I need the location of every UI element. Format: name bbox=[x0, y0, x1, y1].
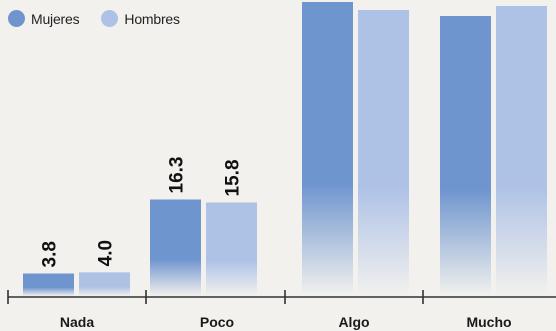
legend-label-mujeres: Mujeres bbox=[31, 10, 80, 27]
bar-mujeres-mucho bbox=[440, 16, 491, 296]
value-label-hombres-nada: 4.0 bbox=[96, 240, 117, 266]
bar-mujeres-poco bbox=[150, 199, 201, 296]
value-label-hombres-poco: 15.8 bbox=[223, 159, 244, 196]
category-label-algo: Algo bbox=[338, 314, 369, 330]
legend-item-hombres: Hombres bbox=[101, 10, 180, 27]
bar-hombres-nada bbox=[79, 272, 130, 296]
bar-mujeres-nada bbox=[23, 273, 74, 296]
legend-swatch-mujeres bbox=[8, 10, 25, 27]
bar-hombres-algo bbox=[358, 10, 409, 296]
x-axis: Nada Poco Algo Mucho bbox=[7, 290, 556, 330]
legend-swatch-hombres bbox=[101, 10, 119, 27]
bar-hombres-mucho bbox=[496, 6, 547, 296]
bar-mujeres-algo bbox=[302, 2, 353, 296]
category-label-nada: Nada bbox=[60, 314, 94, 330]
bar-hombres-poco bbox=[206, 202, 257, 296]
value-label-mujeres-poco: 16.3 bbox=[167, 157, 188, 194]
legend: Mujeres Hombres bbox=[8, 10, 180, 27]
legend-item-mujeres: Mujeres bbox=[8, 10, 80, 27]
legend-label-hombres: Hombres bbox=[124, 10, 180, 27]
value-label-mujeres-nada: 3.8 bbox=[40, 241, 61, 267]
bars-group: 3.8 4.0 16.3 15.8 bbox=[23, 2, 547, 296]
category-label-poco: Poco bbox=[200, 314, 234, 330]
category-label-mucho: Mucho bbox=[466, 314, 511, 330]
